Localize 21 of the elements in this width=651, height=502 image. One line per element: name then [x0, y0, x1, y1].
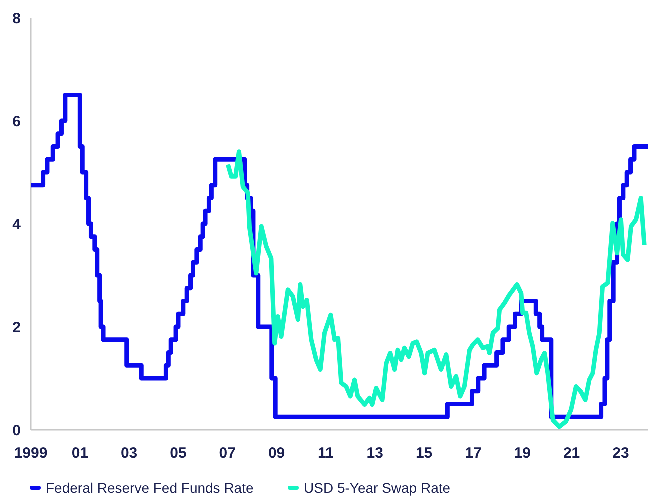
x-tick-label: 09 [268, 445, 286, 462]
x-tick-label: 13 [366, 445, 384, 462]
y-tick-label: 6 [12, 113, 21, 130]
legend-label: USD 5-Year Swap Rate [304, 480, 451, 496]
y-tick-label: 4 [12, 216, 22, 234]
x-tick-label: 1999 [14, 445, 48, 462]
line-series [226, 150, 647, 430]
y-tick-label: 2 [12, 319, 21, 336]
x-tick-label: 23 [612, 445, 630, 462]
legend-label: Federal Reserve Fed Funds Rate [46, 480, 254, 496]
x-tick-label: 21 [563, 445, 580, 462]
y-tick-label: 8 [12, 10, 21, 28]
x-tick-label: 15 [416, 445, 433, 462]
x-tick-label: 05 [170, 445, 187, 462]
x-tick-label: 11 [318, 445, 334, 462]
y-tick-label: 0 [12, 422, 21, 440]
x-tick-label: 01 [72, 445, 89, 462]
x-tick-label: 03 [120, 445, 138, 462]
x-tick-label: 07 [219, 445, 236, 462]
x-tick-label: 19 [514, 445, 531, 462]
x-tick-label: 17 [465, 445, 482, 462]
